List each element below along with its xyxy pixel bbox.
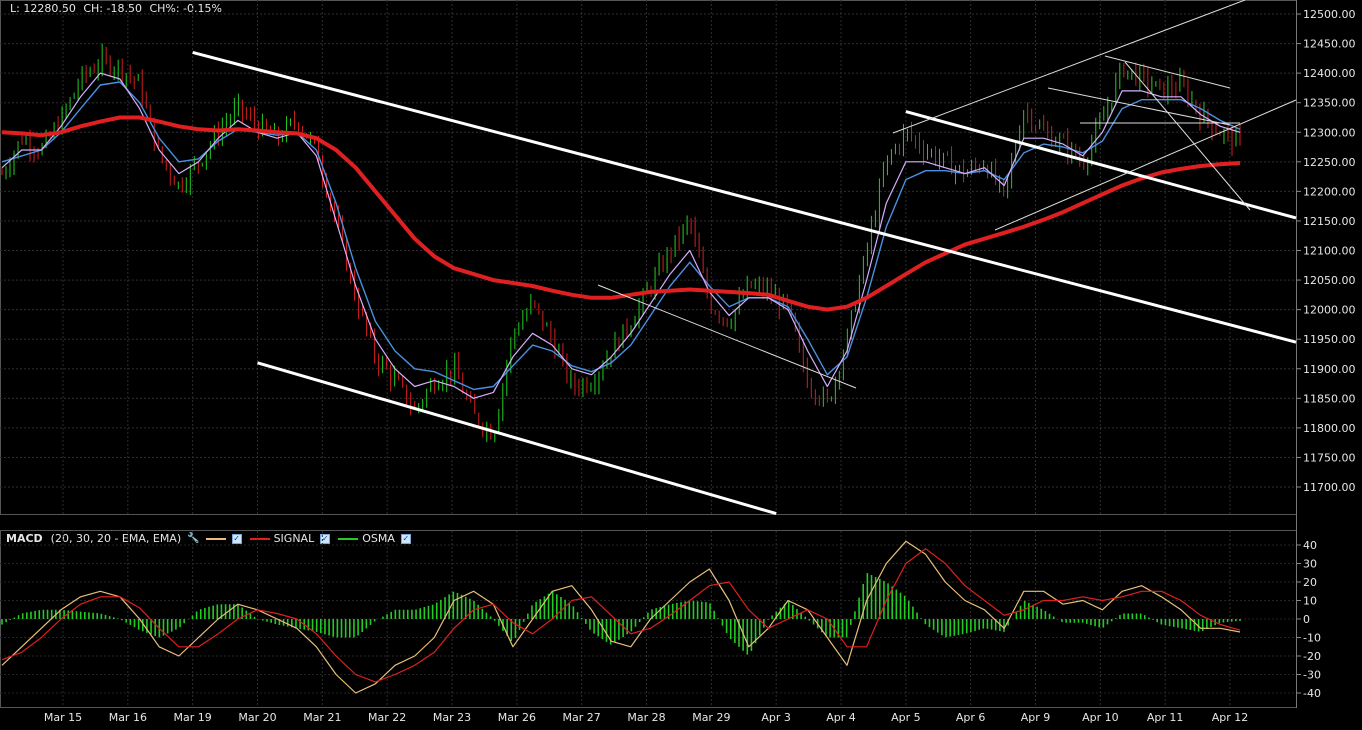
macd-legend: MACD (20, 30, 20 - EMA, EMA) 🔧 ✓ SIGNAL … (6, 531, 415, 546)
y-tick-label: 11950.00 (1303, 333, 1356, 346)
y-tick-label: 12350.00 (1303, 97, 1356, 110)
signal-visible-checkbox[interactable]: ✓ (320, 533, 331, 544)
y-tick-label: 12150.00 (1303, 215, 1356, 228)
annotation-line (892, 0, 1246, 134)
macd-params: (20, 30, 20 - EMA, EMA) (50, 532, 182, 545)
price-panel-border (0, 0, 1297, 515)
x-tick-label: Mar 29 (692, 711, 730, 724)
x-tick-label: Mar 15 (44, 711, 82, 724)
annotation-line (1047, 87, 1231, 126)
signal-line (1, 548, 1241, 683)
y-tick-label: 12300.00 (1303, 126, 1356, 139)
macd-y-tick-label: -20 (1303, 650, 1321, 663)
x-tick-label: Mar 21 (303, 711, 341, 724)
annotation-line (597, 284, 857, 389)
wrench-icon[interactable]: 🔧 (187, 533, 200, 544)
y-tick-label: 11900.00 (1303, 363, 1356, 376)
x-tick-label: Apr 5 (891, 711, 921, 724)
candles (1, 43, 1241, 443)
last-price: L: 12280.50 (10, 2, 76, 15)
macd-panel (1, 540, 1241, 694)
macd-title: MACD (6, 532, 43, 545)
trendline (905, 110, 1297, 220)
macd-y-tick-label: -30 (1303, 669, 1321, 682)
x-tick-label: Apr 4 (826, 711, 856, 724)
x-tick-label: Apr 9 (1021, 711, 1051, 724)
signal-label: SIGNAL (273, 532, 315, 545)
x-tick-label: Mar 16 (109, 711, 147, 724)
macd-y-tick-label: 0 (1303, 613, 1310, 626)
signal-line-swatch (249, 537, 270, 540)
macd-y-tick-label: 20 (1303, 576, 1317, 589)
x-tick-label: Apr 12 (1212, 711, 1249, 724)
macd-line (1, 540, 1241, 694)
macd-y-tick-label: 10 (1303, 595, 1317, 608)
y-tick-label: 12200.00 (1303, 185, 1356, 198)
macd-y-tick-label: -10 (1303, 632, 1321, 645)
axis-background (1296, 0, 1362, 730)
x-tick-label: Mar 22 (368, 711, 406, 724)
trendline (192, 50, 1297, 344)
osma-histogram (1, 573, 1241, 655)
x-tick-label: Mar 19 (174, 711, 212, 724)
y-tick-label: 11800.00 (1303, 422, 1356, 435)
y-tick-label: 11750.00 (1303, 451, 1356, 464)
x-tick-label: Apr 6 (956, 711, 986, 724)
price-readout: L: 12280.50 CH: -18.50 CH%: -0.15% (10, 2, 226, 15)
macd-visible-checkbox[interactable]: ✓ (231, 533, 242, 544)
long-moving-average-line (1, 115, 1241, 312)
y-tick-label: 11850.00 (1303, 392, 1356, 405)
x-tick-label: Mar 28 (627, 711, 665, 724)
annotation-line (1124, 61, 1251, 211)
x-tick-label: Apr 11 (1147, 711, 1184, 724)
y-tick-label: 12400.00 (1303, 67, 1356, 80)
y-tick-label: 12050.00 (1303, 274, 1356, 287)
x-tick-label: Mar 23 (433, 711, 471, 724)
y-tick-label: 12500.00 (1303, 8, 1356, 21)
y-tick-label: 11700.00 (1303, 481, 1356, 494)
x-tick-label: Apr 10 (1082, 711, 1119, 724)
macd-y-tick-label: 30 (1303, 558, 1317, 571)
price-panel (1, 0, 1297, 516)
y-tick-label: 12100.00 (1303, 245, 1356, 258)
ema-fast-line (1, 72, 1241, 399)
annotation-line (994, 99, 1297, 231)
axes: Mar 15 Mar 16 Mar 19 Mar 20 Mar 21 Mar 22 Mar … (44, 8, 1356, 724)
macd-y-tick-label: 40 (1303, 539, 1317, 552)
price-change-pct: CH%: -0.15% (149, 2, 222, 15)
x-tick-label: Apr 3 (761, 711, 791, 724)
x-tick-label: Mar 27 (563, 711, 601, 724)
price-change: CH: -18.50 (83, 2, 142, 15)
annotation-line (1104, 55, 1231, 89)
y-tick-label: 12000.00 (1303, 304, 1356, 317)
macd-line-swatch (205, 537, 226, 540)
trendline (257, 361, 777, 516)
macd-y-tick-label: -40 (1303, 687, 1321, 700)
y-tick-label: 12250.00 (1303, 156, 1356, 169)
x-tick-label: Mar 26 (498, 711, 536, 724)
osma-visible-checkbox[interactable]: ✓ (400, 533, 411, 544)
x-tick-label: Mar 20 (238, 711, 276, 724)
y-tick-label: 12450.00 (1303, 38, 1356, 51)
osma-swatch (338, 537, 359, 540)
